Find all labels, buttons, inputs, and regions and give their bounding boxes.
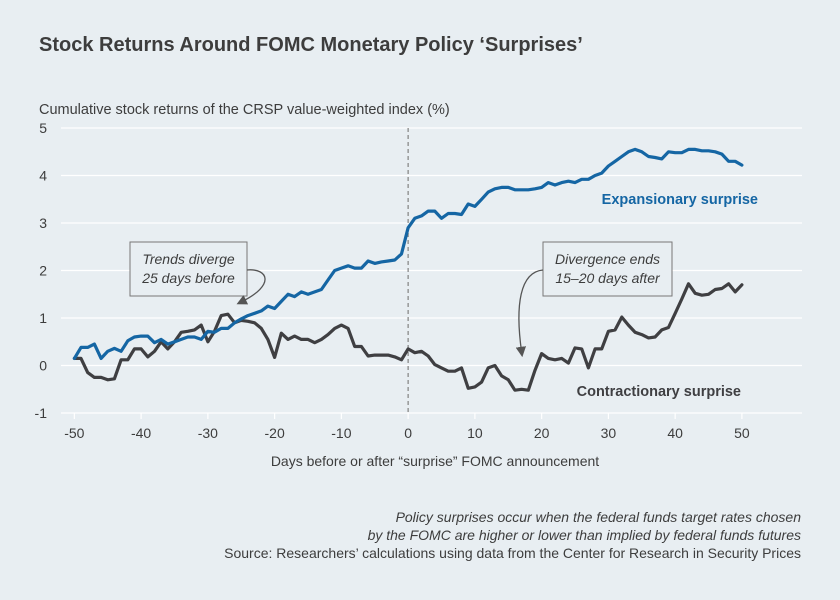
- x-tick-label: -20: [265, 425, 285, 441]
- y-tick-label: 1: [39, 310, 47, 326]
- x-tick-label: -10: [331, 425, 351, 441]
- x-tick-label: -40: [131, 425, 151, 441]
- annotation-box-divergence-ends: [542, 241, 673, 297]
- y-axis-title: Cumulative stock returns of the CRSP val…: [39, 102, 450, 118]
- x-tick-label: 30: [601, 425, 617, 441]
- series-line-contractionary: [72, 282, 744, 392]
- y-tick-label: 4: [39, 168, 47, 184]
- source-line: Source: Researchers’ calculations using …: [224, 545, 801, 561]
- x-tick-label: -30: [198, 425, 218, 441]
- footnote: Policy surprises occur when the federal …: [161, 508, 801, 562]
- x-tick-label: 50: [734, 425, 750, 441]
- annotation-arrow-trends-diverge: [236, 269, 266, 305]
- series-line-expansionary: [72, 147, 744, 360]
- footnote-line-1: Policy surprises occur when the federal …: [395, 509, 801, 525]
- series-lines: [72, 147, 744, 392]
- annotation-text-divergence-ends: Divergence ends: [555, 251, 660, 267]
- series-label-expansionary: Expansionary surprise: [602, 192, 758, 208]
- x-tick-label: 40: [667, 425, 683, 441]
- series-label-contractionary: Contractionary surprise: [577, 384, 741, 400]
- x-tick-label: 10: [467, 425, 483, 441]
- x-tick-label: -50: [64, 425, 84, 441]
- footnote-line-2: by the FOMC are higher or lower than imp…: [367, 527, 801, 543]
- chart-title: Stock Returns Around FOMC Monetary Polic…: [39, 34, 583, 56]
- gridlines: [61, 127, 802, 419]
- annotation-arrow-divergence-ends: [515, 269, 544, 358]
- annotation-text-trends-diverge: Trends diverge: [142, 251, 235, 267]
- y-tick-label: 3: [39, 215, 47, 231]
- annotation-text-trends-diverge: 25 days before: [141, 270, 235, 286]
- annotations: Trends diverge 25 days before Divergence e…: [129, 241, 673, 358]
- y-tick-label: -1: [35, 405, 48, 421]
- y-tick-label: 2: [39, 263, 47, 279]
- x-axis-title: Days before or after “surprise” FOMC ann…: [271, 453, 599, 469]
- x-tick-label: 20: [534, 425, 550, 441]
- x-tick-label: 0: [404, 425, 412, 441]
- annotation-box-trends-diverge: [129, 241, 248, 297]
- y-tick-label: 0: [39, 358, 47, 374]
- annotation-text-divergence-ends: 15–20 days after: [555, 270, 661, 286]
- y-tick-label: 5: [39, 120, 47, 136]
